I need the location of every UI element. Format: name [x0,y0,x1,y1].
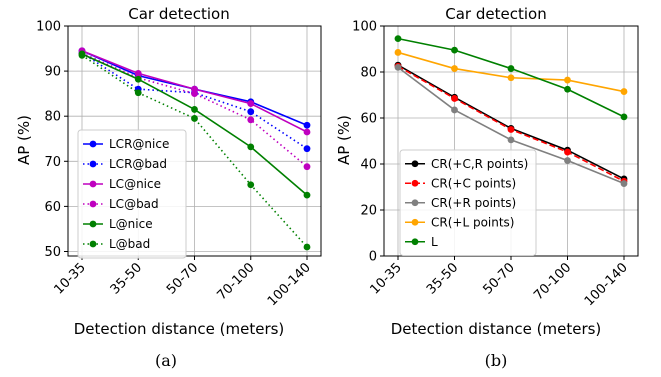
data-point [247,108,255,116]
data-point [620,88,628,95]
data-point [191,115,198,122]
series-line [81,54,308,248]
legend-label: L@nice [109,217,153,231]
y-tick-label: 80 [44,110,61,125]
data-point [507,136,515,144]
data-point [507,74,515,82]
data-point [303,191,311,199]
x-tick-label: 35-50 [108,260,145,297]
y-tick-label: 60 [44,200,61,215]
data-point [451,106,458,114]
series-line [81,52,308,168]
caption-a: (a) [155,351,177,370]
legend-swatch-marker [89,240,97,248]
y-tick-label: 80 [360,66,377,81]
data-point [191,90,198,98]
x-tick-label: 100-140 [582,260,631,309]
legend-swatch-marker [411,238,419,246]
data-point [303,128,311,136]
chart-panel-b: Car detection AP (%) Detection distance … [335,5,639,338]
legend-label: CR(+R points) [431,196,516,210]
chart-b-ylabel: AP (%) [335,115,353,165]
data-point [134,75,142,83]
legend-swatch-marker [411,199,419,207]
legend-label: LC@nice [109,177,161,191]
caption-b: (b) [485,351,508,370]
chart-a-series [78,47,311,251]
chart-b-title: Car detection [445,5,546,23]
data-point [303,145,311,153]
legend-label: LC@bad [109,197,159,211]
y-tick-label: 70 [44,155,61,170]
legend-label: CR(+C,R points) [431,157,528,171]
x-tick-label: 70-100 [531,260,574,303]
data-point [451,65,458,72]
data-point [564,76,571,84]
x-tick-label: 50-70 [164,260,201,297]
data-point [247,116,255,124]
legend-label: CR(+C points) [431,176,516,190]
data-point [564,157,571,164]
legend-box [399,149,537,256]
legend-swatch-marker [89,160,97,168]
legend-swatch-marker [89,220,97,228]
chart-a-legend: LCR@nice LCR@bad LC@nice LC@bad L@nice L@bad [77,129,187,259]
legend-label: LCR@bad [109,157,167,171]
x-tick-label: 35-50 [424,260,461,297]
y-tick-label: 100 [36,20,61,35]
x-tick-label: 10-35 [52,260,89,297]
data-point [451,95,458,102]
legend-box [77,129,187,259]
y-tick-label: 90 [44,65,61,80]
y-tick-label: 40 [360,158,377,173]
y-tick-label: 0 [369,250,377,265]
data-point [451,46,458,54]
data-point [191,106,198,113]
x-tick-label: 10-35 [368,260,405,297]
data-point [507,65,515,72]
legend-swatch-marker [89,200,97,208]
x-tick-label: 100-140 [265,260,314,309]
data-point [620,180,628,187]
chart-b-series [394,35,628,187]
chart-b-legend: CR(+C,R points) CR(+C points) CR(+R points… [399,149,537,256]
data-point [303,121,311,129]
data-point [247,143,255,151]
legend-swatch-marker [411,179,419,187]
data-point [78,51,86,59]
legend-swatch-marker [411,160,419,168]
chart-a-title: Car detection [128,5,229,23]
chart-b-xlabel: Detection distance (meters) [391,320,602,338]
data-point [394,35,402,43]
y-tick-label: 50 [44,245,61,260]
data-point [303,243,311,251]
chart-panel-a: Car detection AP (%) Detection distance … [15,5,322,338]
legend-swatch-marker [411,218,419,226]
legend-label: CR(+L points) [431,215,515,229]
data-point [564,85,571,93]
y-tick-label: 20 [360,204,377,219]
legend-swatch-marker [89,180,97,188]
y-tick-label: 100 [352,20,377,35]
data-point [247,181,255,189]
chart-a-xlabel: Detection distance (meters) [74,320,285,338]
data-point [394,64,402,71]
x-tick-label: 70-100 [214,260,257,303]
x-tick-label: 50-70 [481,260,518,297]
legend-label: L@bad [109,237,150,251]
data-point [394,49,402,56]
data-point [564,148,571,156]
chart-a-ylabel: AP (%) [15,115,33,165]
y-tick-label: 60 [360,112,377,127]
data-point [507,126,515,133]
legend-swatch-marker [89,140,97,148]
data-point [247,100,255,107]
data-point [620,113,628,121]
legend-label: L [431,235,438,249]
legend-label: LCR@nice [109,137,169,151]
data-point [134,89,142,97]
data-point [303,163,311,171]
